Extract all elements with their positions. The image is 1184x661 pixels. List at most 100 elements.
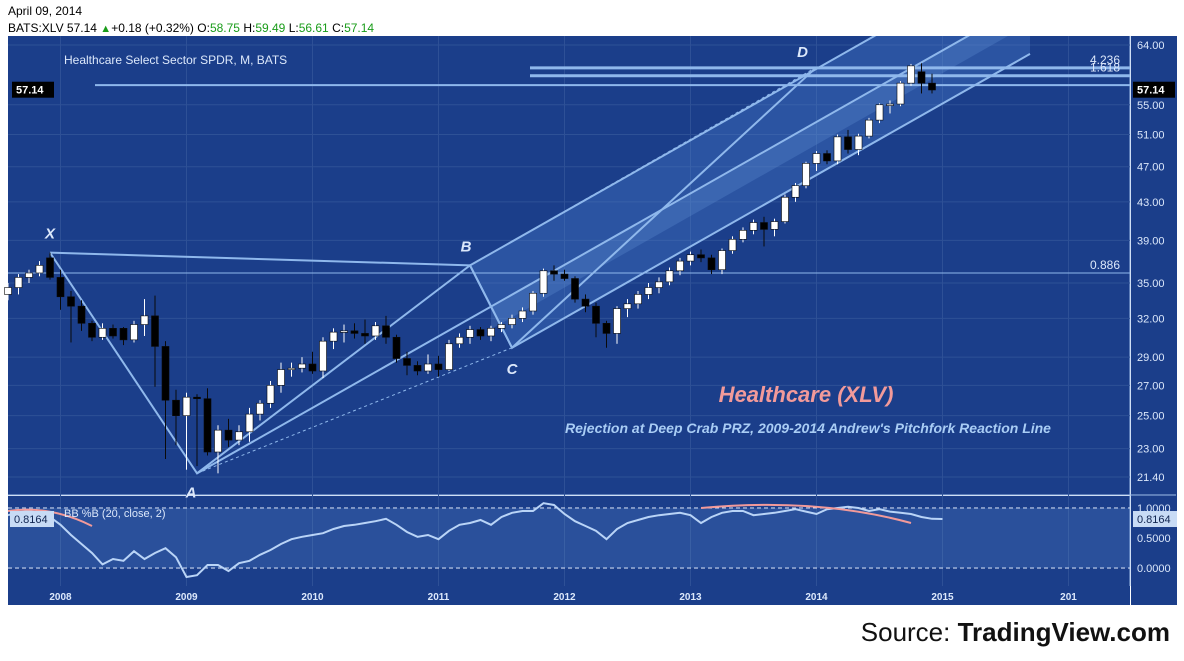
pattern-point-label: X: [44, 226, 56, 243]
candle-body: [413, 365, 422, 372]
candle-body: [886, 103, 894, 106]
candle-body: [781, 196, 789, 222]
candle-body: [266, 385, 275, 404]
price-change: +0.18 (+0.32%): [111, 21, 194, 35]
candle-body: [140, 315, 149, 325]
candle-body: [35, 265, 44, 274]
candle-body: [25, 272, 33, 278]
candle-body: [875, 104, 884, 121]
candle-body: [235, 431, 243, 441]
candle-body: [424, 363, 432, 372]
pitchfork-line: [469, 36, 877, 267]
candle-body: [833, 136, 842, 162]
indicator-arc-right: [700, 503, 912, 524]
candle-body: [844, 136, 852, 150]
price-tick-label: 25.00: [1137, 411, 1165, 423]
bb-percent-b-line: [7, 502, 943, 579]
symbol: BATS:XLV: [8, 21, 64, 35]
chart-date: April 09, 2014: [8, 4, 83, 18]
candle-body: [760, 222, 768, 230]
pattern-point-label: C: [507, 361, 519, 378]
pitchfork-channel-fill: [470, 36, 1030, 348]
candle-body: [571, 278, 579, 300]
candle-body: [350, 330, 359, 334]
candle-body: [340, 330, 348, 333]
low-value: 56.61: [298, 21, 329, 35]
candle-body: [917, 71, 926, 84]
candle-body: [203, 398, 212, 453]
candle-body: [329, 331, 338, 342]
candle-body: [686, 254, 695, 262]
candle-body: [245, 413, 254, 433]
candle-body: [382, 325, 390, 338]
source-prefix: Source:: [860, 617, 958, 647]
pattern-point-label: D: [797, 44, 808, 61]
candle-body: [109, 328, 117, 337]
candle-body: [655, 281, 663, 288]
candle-body: [308, 363, 317, 372]
candle-body: [319, 340, 327, 372]
candle-body: [214, 429, 222, 453]
candle-body: [739, 230, 747, 240]
candle-body: [613, 308, 621, 334]
candle-body: [434, 363, 443, 370]
candle-body: [581, 298, 590, 307]
indicator-current-label: 0.8164: [1137, 514, 1171, 526]
indicator-label: BB %B (20, close, 2): [64, 508, 166, 520]
candle-body: [77, 305, 86, 324]
close-label: C:: [332, 21, 345, 35]
annotation-title: Healthcare (XLV): [719, 382, 894, 407]
candle-body: [707, 257, 716, 271]
annotation-subtitle: Rejection at Deep Crab PRZ, 2009-2014 An…: [565, 420, 1051, 436]
time-tick-label: 2009: [175, 592, 198, 603]
candle-body: [854, 135, 863, 150]
candle-body: [403, 358, 411, 366]
time-tick-label: 2010: [301, 592, 324, 603]
chart-title: Healthcare Select Sector SPDR, M, BATS: [64, 53, 287, 67]
indicator-left-label: 0.8164: [14, 514, 48, 526]
source-credit: Source: TradingView.com: [861, 617, 1170, 648]
last-price: 57.14: [66, 21, 97, 35]
candle-body: [98, 328, 107, 338]
price-tick-label: 55.00: [1137, 100, 1165, 112]
indicator-left-tag: [10, 511, 54, 528]
candle-body: [4, 287, 12, 295]
candle-body: [718, 250, 726, 271]
candle-body: [277, 369, 285, 386]
candle-body: [298, 363, 306, 369]
candle-body: [896, 82, 905, 105]
candle-body: [151, 315, 159, 347]
high-value: 59.49: [255, 21, 286, 35]
price-chart[interactable]: 64.00 55.00 51.00 47.00 43.00 39.00 35.00 32.00…: [0, 36, 1184, 606]
candle-body: [823, 153, 831, 162]
high-label: H:: [243, 21, 256, 35]
indicator-tick-label: 0.0000: [1137, 563, 1171, 575]
candle-body: [46, 257, 54, 278]
indicator-current-tag: [1133, 511, 1177, 528]
candle-body: [224, 429, 233, 441]
candle-body: [455, 336, 464, 345]
candle-body: [602, 322, 611, 334]
quote-line: BATS:XLV 57.14 ▲+0.18 (+0.32%) O:58.75 H…: [8, 21, 374, 35]
pattern-point-label: B: [461, 238, 472, 255]
candle-body: [161, 346, 170, 401]
candle-body: [697, 254, 705, 259]
time-axis-background: [8, 586, 1130, 605]
current-price-label: 57.14: [1137, 85, 1165, 97]
indicator-tick-label: 0.5000: [1137, 533, 1171, 545]
harmonic-ac-line: [196, 347, 513, 474]
fib-level-label: 0.886: [1090, 258, 1120, 272]
time-tick-label: 2008: [49, 592, 72, 603]
candle-body: [466, 329, 474, 338]
candle-body: [623, 303, 632, 309]
candle-body: [193, 396, 201, 400]
candle-body: [550, 270, 558, 275]
price-tick-label: 21.40: [1137, 472, 1165, 484]
price-tick-label: 23.00: [1137, 444, 1165, 456]
candle-body: [791, 185, 800, 198]
candle-body: [728, 239, 737, 251]
candle-body: [392, 336, 401, 359]
candle-body: [88, 322, 96, 338]
time-tick-label: 201: [1060, 592, 1077, 603]
price-tick-label: 39.00: [1137, 235, 1165, 247]
